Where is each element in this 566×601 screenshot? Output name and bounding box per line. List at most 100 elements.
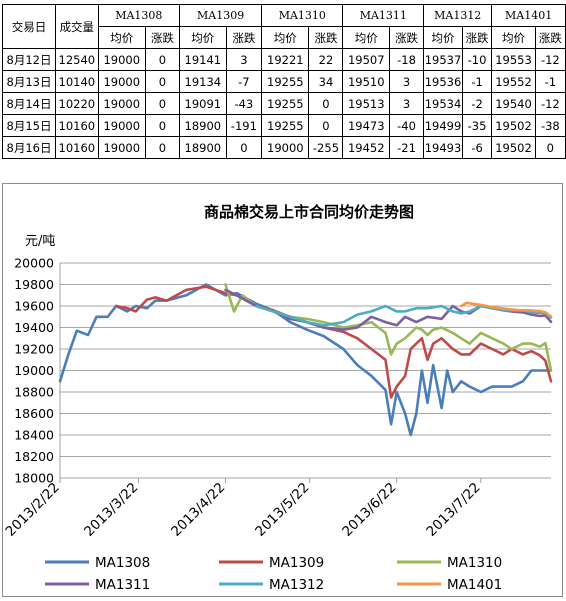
cell-change: 0 bbox=[534, 136, 566, 159]
x-tick-labels: 2013/2/22 2013/3/22 2013/4/22 2013/5/22 2013… bbox=[3, 480, 484, 540]
y-tick-labels: 18000 18200 18400 18600 18800 19000 19200 19400… bbox=[14, 256, 54, 486]
cell-avg-price: 19507 bbox=[342, 48, 390, 71]
cell-change: 3 bbox=[388, 92, 425, 115]
legend-label: MA1311 bbox=[95, 577, 150, 593]
cell-change: -21 bbox=[388, 136, 425, 159]
series-line-ma1401 bbox=[459, 301, 553, 318]
cell-avg-price: 19000 bbox=[97, 70, 146, 93]
cell-change: -18 bbox=[388, 48, 425, 71]
cell-volume: 10140 bbox=[55, 70, 99, 93]
x-tick-label: 2013/3/22 bbox=[81, 480, 141, 540]
legend-label: MA1308 bbox=[95, 555, 150, 571]
y-tick-label: 18800 bbox=[14, 385, 54, 400]
cell-avg-price: 19540 bbox=[491, 92, 536, 115]
y-tick-label: 18000 bbox=[14, 471, 54, 486]
contract-header-ma1308: MA1308 bbox=[97, 4, 181, 27]
y-tick-label: 19800 bbox=[14, 277, 54, 292]
cell-change: -255 bbox=[308, 136, 344, 159]
cell-avg-price: 19091 bbox=[179, 92, 227, 115]
cell-avg-price: 19510 bbox=[342, 70, 390, 93]
cell-change: 0 bbox=[144, 114, 181, 137]
cell-change: 0 bbox=[144, 70, 181, 93]
cell-avg-price: 19502 bbox=[491, 114, 536, 137]
cell-volume: 10160 bbox=[55, 114, 99, 137]
sub-header-avg: 均价 bbox=[491, 26, 536, 49]
cell-volume: 10220 bbox=[55, 92, 99, 115]
y-tick-label: 18600 bbox=[14, 406, 54, 421]
cell-avg-price: 19000 bbox=[97, 136, 146, 159]
cell-avg-price: 19493 bbox=[423, 136, 463, 159]
cell-change: -10 bbox=[461, 48, 493, 71]
price-trend-chart: 商品棉交易上市合同均价走势图 元/吨 180001820018400186001… bbox=[3, 203, 553, 593]
cell-change: -38 bbox=[534, 114, 566, 137]
cell-change: 0 bbox=[144, 48, 181, 71]
table-row: 8月14日 10220 19000 0 19091 -43 19255 0 19513 3 1953… bbox=[1, 92, 566, 115]
cell-avg-price: 18900 bbox=[179, 136, 227, 159]
cell-change: 22 bbox=[308, 48, 344, 71]
cell-date: 8月12日 bbox=[1, 48, 57, 71]
cell-change: 0 bbox=[144, 136, 181, 159]
x-tick-label: 2013/6/22 bbox=[339, 480, 399, 540]
contract-header-ma1312: MA1312 bbox=[423, 4, 493, 27]
table-row: 8月15日 10160 19000 0 18900 -191 19255 0 19473 -40 1… bbox=[1, 114, 566, 137]
cell-change: -40 bbox=[388, 114, 425, 137]
cell-change: 0 bbox=[144, 92, 181, 115]
contract-header-ma1310: MA1310 bbox=[261, 4, 344, 27]
y-tick-label: 19400 bbox=[14, 320, 54, 335]
col-header-volume: 成交量 bbox=[55, 4, 99, 49]
sub-header-change: 涨跌 bbox=[534, 26, 566, 49]
cell-avg-price: 19513 bbox=[342, 92, 390, 115]
cell-change: -35 bbox=[461, 114, 493, 137]
cell-avg-price: 19000 bbox=[97, 48, 146, 71]
series-line-ma1308 bbox=[58, 283, 553, 437]
cell-avg-price: 19134 bbox=[179, 70, 227, 93]
y-tick-label: 19000 bbox=[14, 363, 54, 378]
cell-change: 0 bbox=[308, 92, 344, 115]
cell-change: -1 bbox=[461, 70, 493, 93]
cell-avg-price: 19221 bbox=[261, 48, 310, 71]
y-tick-label: 19600 bbox=[14, 299, 54, 314]
cell-change: -12 bbox=[534, 92, 566, 115]
chart-title: 商品棉交易上市合同均价走势图 bbox=[204, 203, 414, 221]
cell-change: 34 bbox=[308, 70, 344, 93]
x-tick-label: 2013/2/22 bbox=[3, 480, 63, 540]
cell-avg-price: 19499 bbox=[423, 114, 463, 137]
cell-avg-price: 19452 bbox=[342, 136, 390, 159]
x-tick-label: 2013/4/22 bbox=[168, 480, 228, 540]
table-row: 8月16日 10160 19000 0 18900 0 19000 -255 19452 -21 1… bbox=[1, 136, 566, 159]
cell-change: 3 bbox=[388, 70, 425, 93]
cell-avg-price: 19000 bbox=[261, 136, 310, 159]
y-tick-label: 20000 bbox=[14, 256, 54, 271]
cell-change: 3 bbox=[225, 48, 263, 71]
quotes-table-body: 8月12日 12540 19000 0 19141 3 19221 22 19507 -18 195… bbox=[1, 48, 566, 159]
y-tick-label: 18400 bbox=[14, 428, 54, 443]
sub-header-change: 涨跌 bbox=[461, 26, 493, 49]
series-lines bbox=[58, 283, 553, 437]
cell-avg-price: 19000 bbox=[97, 92, 146, 115]
quotes-table-wrap: 交易日 成交量 MA1308 MA1309 MA1310 MA1311 MA13… bbox=[1, 4, 566, 159]
cell-avg-price: 19536 bbox=[423, 70, 463, 93]
cell-change: 0 bbox=[225, 136, 263, 159]
sub-header-change: 涨跌 bbox=[388, 26, 425, 49]
cell-avg-price: 19537 bbox=[423, 48, 463, 71]
cell-avg-price: 19255 bbox=[261, 92, 310, 115]
sub-header-avg: 均价 bbox=[179, 26, 227, 49]
col-header-date: 交易日 bbox=[1, 4, 57, 49]
x-tick-label: 2013/5/22 bbox=[252, 480, 312, 540]
legend-label: MA1312 bbox=[269, 577, 324, 593]
cell-change: 0 bbox=[308, 114, 344, 137]
sub-header-change: 涨跌 bbox=[144, 26, 181, 49]
cell-date: 8月16日 bbox=[1, 136, 57, 159]
cell-change: -12 bbox=[534, 48, 566, 71]
y-tick-label: 18200 bbox=[14, 449, 54, 464]
grid-lines bbox=[59, 262, 551, 483]
cell-avg-price: 19552 bbox=[491, 70, 536, 93]
cell-avg-price: 19255 bbox=[261, 70, 310, 93]
quotes-table: 交易日 成交量 MA1308 MA1309 MA1310 MA1311 MA13… bbox=[1, 4, 566, 159]
sub-header-row: 均价 涨跌 均价 涨跌 均价 涨跌 均价 涨跌 均价 涨跌 均价 涨跌 bbox=[3, 26, 566, 49]
sub-header-avg: 均价 bbox=[423, 26, 463, 49]
cell-change: -2 bbox=[461, 92, 493, 115]
contract-header-ma1401: MA1401 bbox=[491, 4, 566, 27]
cell-avg-price: 18900 bbox=[179, 114, 227, 137]
cell-change: -1 bbox=[534, 70, 566, 93]
